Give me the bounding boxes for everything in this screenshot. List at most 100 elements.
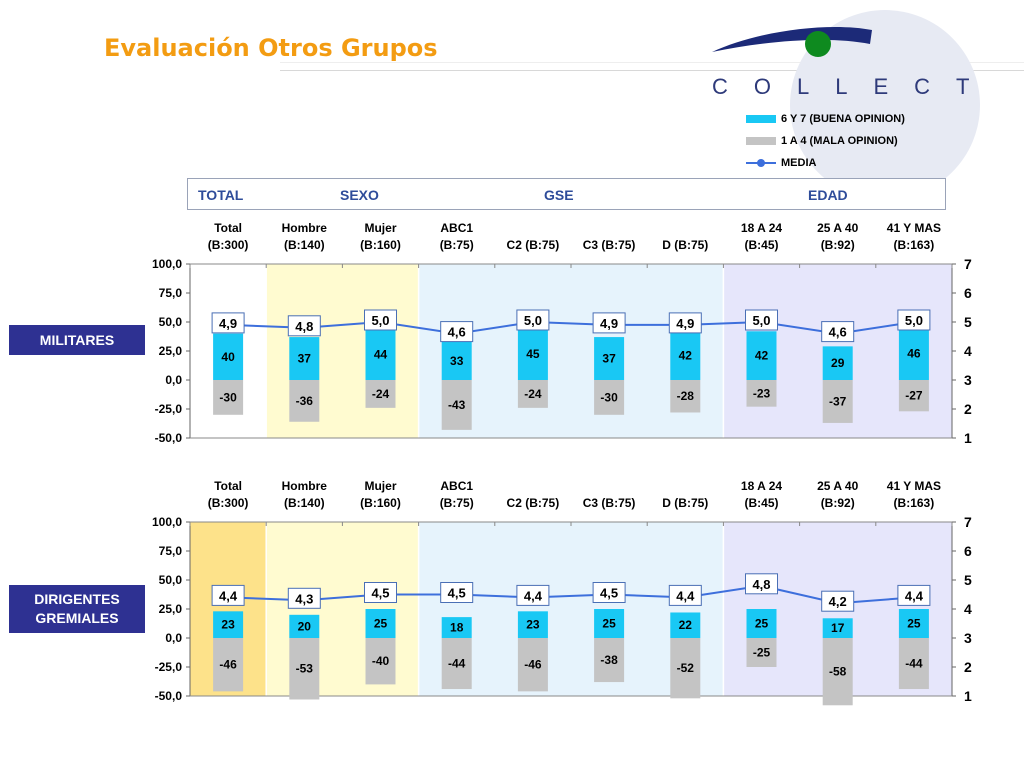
bar-good-label: 46 bbox=[907, 346, 921, 360]
y-tick-label-left: 50,0 bbox=[159, 573, 183, 587]
bar-bad bbox=[898, 380, 929, 412]
band-sexo bbox=[266, 522, 419, 696]
category-label: 41 Y MAS bbox=[887, 479, 941, 493]
category-label: (B:160) bbox=[360, 496, 401, 510]
mean-label-box bbox=[745, 573, 778, 595]
category-label: C2 (B:75) bbox=[507, 238, 560, 252]
bar-good-label: 42 bbox=[755, 349, 769, 363]
mean-label-box bbox=[364, 309, 397, 331]
mean-label-box bbox=[668, 584, 702, 606]
mean-label-box bbox=[592, 582, 626, 603]
mean-label-box bbox=[287, 587, 321, 609]
bar-bad bbox=[365, 638, 396, 685]
group-header: TOTAL SEXO GSE EDAD bbox=[187, 178, 946, 210]
bar-bad bbox=[822, 380, 853, 423]
group-header-sexo: SEXO bbox=[340, 187, 379, 203]
y-tick-label-right: 1 bbox=[964, 430, 972, 446]
mean-label-box bbox=[668, 312, 702, 334]
mean-label: 5,0 bbox=[524, 313, 542, 328]
mean-label-box bbox=[516, 309, 550, 331]
category-label: (B:75) bbox=[440, 496, 474, 510]
category-label: (B:75) bbox=[440, 238, 474, 252]
bar-bad bbox=[746, 380, 777, 407]
bar-bad bbox=[594, 638, 625, 683]
bar-good-label: 37 bbox=[298, 352, 312, 366]
bar-bad bbox=[670, 638, 701, 699]
mean-label: 4,5 bbox=[448, 586, 466, 601]
mean-label: 4,2 bbox=[829, 594, 847, 609]
category-label: D (B:75) bbox=[662, 496, 708, 510]
category-label: Mujer bbox=[364, 479, 396, 493]
mean-label-box bbox=[211, 312, 245, 334]
category-label: (B:45) bbox=[744, 238, 778, 252]
y-tick-label-left: 75,0 bbox=[159, 544, 183, 558]
mean-label-box bbox=[440, 582, 474, 603]
mean-label-box bbox=[897, 584, 931, 606]
category-label: Mujer bbox=[364, 221, 396, 235]
category-label: Total bbox=[214, 221, 242, 235]
bar-good bbox=[746, 609, 777, 638]
y-tick-label-left: 100,0 bbox=[152, 257, 182, 271]
bar-good-label: 20 bbox=[298, 619, 312, 633]
mean-label: 4,4 bbox=[676, 588, 695, 603]
bar-bad-label: -46 bbox=[524, 658, 542, 672]
category-label: C3 (B:75) bbox=[583, 496, 636, 510]
row-label-line: MILITARES bbox=[39, 331, 115, 348]
category-label: ABC1 bbox=[440, 479, 473, 493]
mean-label-box bbox=[211, 584, 245, 606]
y-tick-label-right: 4 bbox=[964, 343, 972, 359]
logo-swoosh-icon bbox=[712, 26, 872, 57]
bar-bad bbox=[289, 638, 320, 700]
bar-bad bbox=[517, 638, 548, 692]
bar-good bbox=[441, 341, 472, 380]
bar-bad-label: -30 bbox=[219, 390, 237, 404]
category-label: C2 (B:75) bbox=[507, 496, 560, 510]
title-rule bbox=[280, 70, 1024, 71]
bar-bad-label: -28 bbox=[677, 389, 695, 403]
bar-bad bbox=[213, 380, 244, 415]
row-label-line: GREMIALES bbox=[35, 610, 119, 626]
legend-item-mean: MEDIA bbox=[746, 152, 905, 174]
bar-good-label: 42 bbox=[679, 349, 693, 363]
row-label-dirigentes: DIRIGENTES GREMIALES bbox=[9, 585, 145, 633]
bar-bad bbox=[441, 380, 472, 430]
legend-line-mean-icon bbox=[746, 157, 776, 169]
mean-label: 4,5 bbox=[371, 586, 389, 601]
category-label: (B:45) bbox=[744, 496, 778, 510]
category-label: 25 A 40 bbox=[817, 221, 858, 235]
mean-label: 4,4 bbox=[905, 588, 924, 603]
legend-swatch-good bbox=[746, 115, 776, 123]
bar-good bbox=[594, 337, 625, 380]
bar-bad bbox=[365, 380, 396, 408]
bar-bad-label: -46 bbox=[219, 658, 237, 672]
category-label: Total bbox=[214, 479, 242, 493]
category-label: 25 A 40 bbox=[817, 479, 858, 493]
bar-good-label: 22 bbox=[679, 618, 693, 632]
bar-bad bbox=[517, 380, 548, 408]
bar-good bbox=[517, 327, 548, 380]
bar-good bbox=[289, 337, 320, 380]
bar-bad-label: -52 bbox=[677, 661, 695, 675]
bar-bad bbox=[289, 380, 320, 422]
bar-good bbox=[746, 331, 777, 380]
y-tick-label-right: 7 bbox=[964, 256, 972, 272]
category-label: 18 A 24 bbox=[741, 221, 782, 235]
category-label: (B:300) bbox=[208, 238, 249, 252]
y-tick-label-right: 2 bbox=[964, 401, 972, 417]
category-label: (B:300) bbox=[208, 496, 249, 510]
category-label: Hombre bbox=[282, 221, 328, 235]
bar-bad-label: -24 bbox=[372, 387, 390, 401]
mean-line bbox=[228, 584, 914, 605]
y-tick-label-right: 6 bbox=[964, 543, 972, 559]
bar-good bbox=[441, 617, 472, 638]
group-header-edad: EDAD bbox=[808, 187, 848, 203]
bar-bad-label: -23 bbox=[753, 386, 771, 400]
y-tick-label-right: 5 bbox=[964, 314, 972, 330]
category-label: 18 A 24 bbox=[741, 479, 782, 493]
mean-label: 4,4 bbox=[524, 588, 543, 603]
legend-label-bad: 1 A 4 (MALA OPINION) bbox=[781, 135, 898, 147]
y-tick-label-right: 2 bbox=[964, 659, 972, 675]
bar-bad-label: -30 bbox=[600, 390, 618, 404]
y-tick-label-left: -25,0 bbox=[155, 402, 183, 416]
